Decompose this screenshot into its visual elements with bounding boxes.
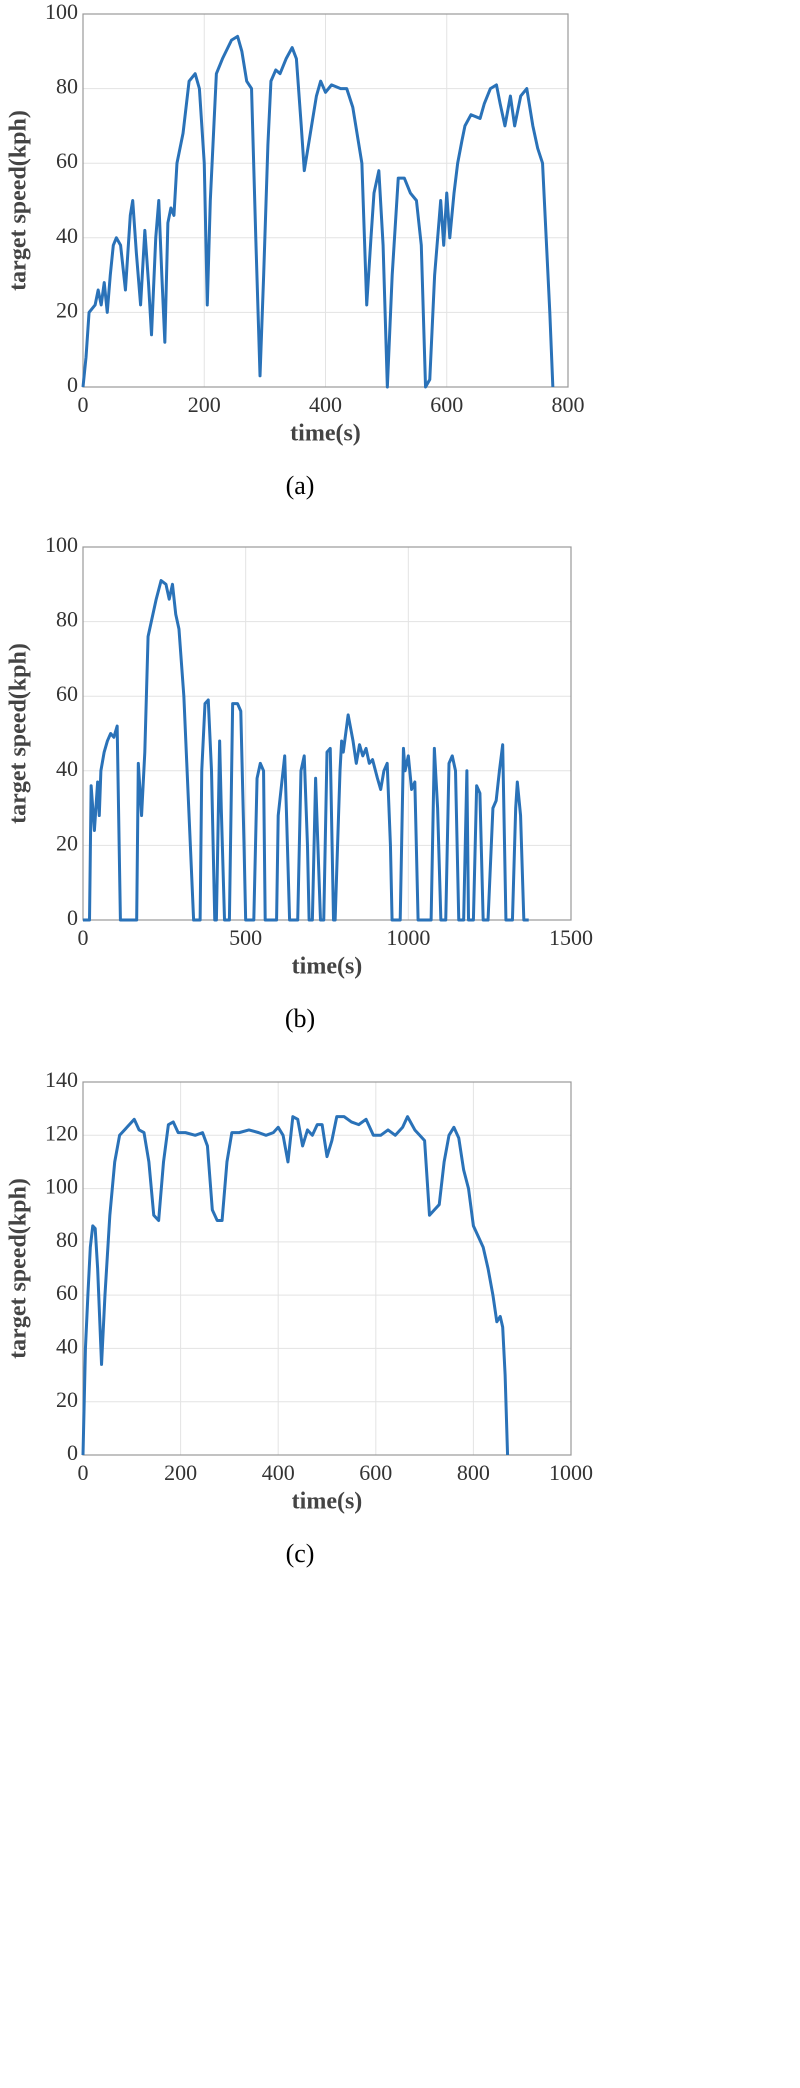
y-tick-label: 100 bbox=[45, 1174, 78, 1199]
y-tick-label: 40 bbox=[56, 1333, 78, 1358]
y-tick-label: 140 bbox=[45, 1067, 78, 1092]
y-tick-label: 60 bbox=[56, 148, 78, 173]
y-tick-label: 120 bbox=[45, 1120, 78, 1145]
caption: (b) bbox=[285, 1004, 315, 1033]
y-tick-label: 20 bbox=[56, 1387, 78, 1412]
y-tick-label: 40 bbox=[56, 756, 78, 781]
y-axis-label: target speed(kph) bbox=[6, 643, 32, 824]
y-tick-label: 0 bbox=[67, 372, 78, 397]
x-tick-label: 400 bbox=[262, 1460, 295, 1485]
x-tick-label: 0 bbox=[78, 925, 89, 950]
plot-frame bbox=[82, 1081, 572, 1456]
y-axis-label: target speed(kph) bbox=[6, 110, 32, 291]
x-tick-label: 500 bbox=[229, 925, 262, 950]
y-tick-label: 60 bbox=[56, 1280, 78, 1305]
x-tick-label: 800 bbox=[457, 1460, 490, 1485]
x-tick-label: 200 bbox=[164, 1460, 197, 1485]
x-axis-label: time(s) bbox=[292, 1489, 363, 1515]
plot-frame bbox=[82, 546, 572, 921]
x-axis-label: time(s) bbox=[292, 954, 363, 980]
x-tick-label: 0 bbox=[78, 1460, 89, 1485]
x-tick-label: 1500 bbox=[549, 925, 593, 950]
x-tick-label: 200 bbox=[188, 392, 221, 417]
y-tick-label: 20 bbox=[56, 297, 78, 322]
y-tick-label: 0 bbox=[67, 905, 78, 930]
plot-frame bbox=[82, 13, 569, 388]
y-tick-label: 100 bbox=[45, 532, 78, 557]
y-tick-label: 0 bbox=[67, 1440, 78, 1465]
x-tick-label: 1000 bbox=[549, 1460, 593, 1485]
x-tick-label: 0 bbox=[78, 392, 89, 417]
y-axis-label: target speed(kph) bbox=[6, 1178, 32, 1359]
x-tick-label: 600 bbox=[430, 392, 463, 417]
x-tick-label: 1000 bbox=[386, 925, 430, 950]
y-tick-label: 80 bbox=[56, 74, 78, 99]
data-line bbox=[83, 579, 529, 922]
y-tick-label: 60 bbox=[56, 681, 78, 706]
y-tick-label: 20 bbox=[56, 830, 78, 855]
data-line bbox=[81, 1115, 510, 1456]
y-tick-label: 80 bbox=[56, 607, 78, 632]
x-tick-label: 400 bbox=[309, 392, 342, 417]
y-tick-label: 100 bbox=[45, 0, 78, 24]
x-tick-label: 800 bbox=[552, 392, 585, 417]
caption: (a) bbox=[286, 471, 315, 500]
x-tick-label: 600 bbox=[359, 1460, 392, 1485]
x-axis-label: time(s) bbox=[290, 421, 361, 447]
caption: (c) bbox=[286, 1539, 315, 1568]
data-line bbox=[81, 34, 555, 389]
y-tick-label: 40 bbox=[56, 223, 78, 248]
y-tick-label: 80 bbox=[56, 1227, 78, 1252]
